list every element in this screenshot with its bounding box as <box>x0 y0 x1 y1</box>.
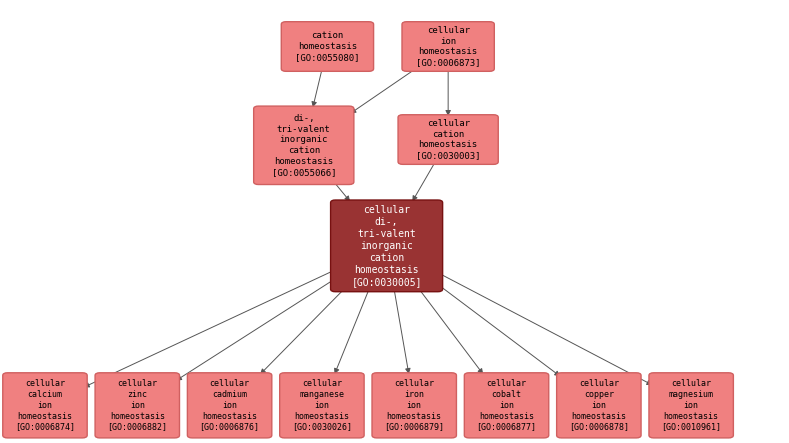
Text: cellular
manganese
ion
homeostasis
[GO:0030026]: cellular manganese ion homeostasis [GO:0… <box>292 379 352 431</box>
FancyBboxPatch shape <box>279 373 364 438</box>
Text: cellular
copper
ion
homeostasis
[GO:0006878]: cellular copper ion homeostasis [GO:0006… <box>569 379 629 431</box>
Text: cellular
cadmium
ion
homeostasis
[GO:0006876]: cellular cadmium ion homeostasis [GO:000… <box>200 379 260 431</box>
Text: cellular
ion
homeostasis
[GO:0006873]: cellular ion homeostasis [GO:0006873] <box>416 26 481 67</box>
FancyBboxPatch shape <box>398 115 499 164</box>
FancyBboxPatch shape <box>649 373 733 438</box>
Text: cellular
cation
homeostasis
[GO:0030003]: cellular cation homeostasis [GO:0030003] <box>416 119 481 160</box>
Text: cellular
calcium
ion
homeostasis
[GO:0006874]: cellular calcium ion homeostasis [GO:000… <box>15 379 75 431</box>
Text: cellular
cobalt
ion
homeostasis
[GO:0006877]: cellular cobalt ion homeostasis [GO:0006… <box>477 379 537 431</box>
Text: cellular
magnesium
ion
homeostasis
[GO:0010961]: cellular magnesium ion homeostasis [GO:0… <box>661 379 721 431</box>
FancyBboxPatch shape <box>372 373 456 438</box>
Text: cellular
di-,
tri-valent
inorganic
cation
homeostasis
[GO:0030005]: cellular di-, tri-valent inorganic catio… <box>351 205 422 287</box>
Text: cellular
zinc
ion
homeostasis
[GO:0006882]: cellular zinc ion homeostasis [GO:000688… <box>107 379 167 431</box>
FancyBboxPatch shape <box>3 373 87 438</box>
FancyBboxPatch shape <box>556 373 641 438</box>
FancyBboxPatch shape <box>187 373 271 438</box>
FancyBboxPatch shape <box>331 200 443 292</box>
Text: cellular
iron
ion
homeostasis
[GO:0006879]: cellular iron ion homeostasis [GO:000687… <box>384 379 444 431</box>
FancyBboxPatch shape <box>253 106 353 185</box>
Text: di-,
tri-valent
inorganic
cation
homeostasis
[GO:0055066]: di-, tri-valent inorganic cation homeost… <box>271 114 336 177</box>
FancyBboxPatch shape <box>281 22 374 71</box>
FancyBboxPatch shape <box>464 373 549 438</box>
Text: cation
homeostasis
[GO:0055080]: cation homeostasis [GO:0055080] <box>295 31 360 62</box>
FancyBboxPatch shape <box>402 22 494 71</box>
FancyBboxPatch shape <box>95 373 179 438</box>
